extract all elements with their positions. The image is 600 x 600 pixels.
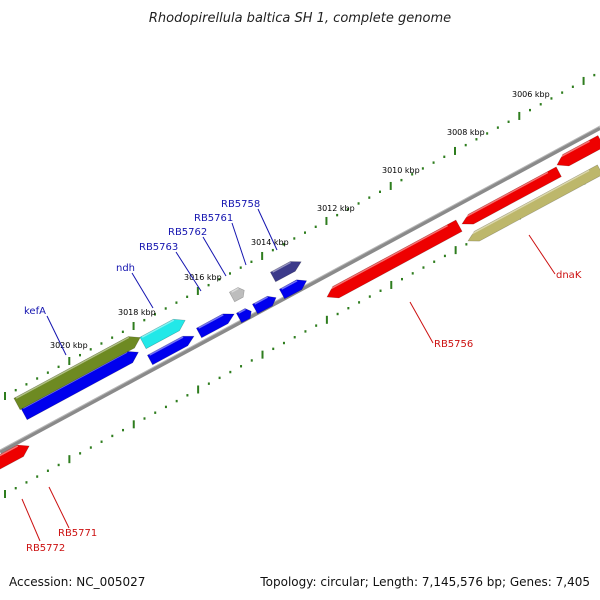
gene-label-ndh: ndh bbox=[116, 263, 135, 274]
gene-label-rb5772: RB5772 bbox=[26, 543, 65, 554]
ruler-label-3006: 3006 kbp bbox=[512, 90, 550, 99]
gene-feature-gray bbox=[228, 287, 245, 303]
ruler-label-3020: 3020 kbp bbox=[50, 341, 88, 350]
gene-feature-blue-2 bbox=[146, 335, 195, 366]
outer-ruler bbox=[4, 73, 596, 400]
ruler-labels: 3006 kbp 3008 kbp 3010 kbp 3012 kbp 3014… bbox=[50, 90, 550, 350]
ruler-label-3012: 3012 kbp bbox=[317, 204, 355, 213]
label-leaders bbox=[21, 208, 556, 542]
ruler-label-3008: 3008 kbp bbox=[447, 128, 485, 137]
gene-label-rb5761: RB5761 bbox=[194, 213, 233, 224]
gene-feature-blue-3 bbox=[195, 313, 235, 339]
gene-label-rb5762: RB5762 bbox=[168, 227, 207, 238]
topology-summary: Topology: circular; Length: 7,145,576 bp… bbox=[259, 575, 590, 589]
gene-labels: kefA ndh RB5763 RB5762 RB5761 RB5758 RB5… bbox=[24, 199, 582, 554]
ruler-label-3018: 3018 kbp bbox=[118, 308, 156, 317]
gene-feature-khaki bbox=[467, 164, 600, 242]
gene-feature-red-3 bbox=[555, 135, 600, 167]
gene-label-rb5763: RB5763 bbox=[139, 242, 178, 253]
gene-label-rb5758: RB5758 bbox=[221, 199, 260, 210]
ruler-label-3010: 3010 kbp bbox=[382, 166, 420, 175]
ruler-label-3014: 3014 kbp bbox=[251, 238, 289, 247]
gene-feature-blue-5 bbox=[251, 295, 277, 315]
gene-feature-red-4 bbox=[0, 444, 30, 470]
gene-feature-cyan bbox=[139, 318, 186, 350]
gene-feature-navy bbox=[269, 261, 302, 283]
gene-feature-red-1 bbox=[325, 219, 463, 299]
gene-feature-blue-6 bbox=[278, 279, 308, 300]
accession-text: Accession: NC_005027 bbox=[9, 575, 145, 589]
gene-feature-olive bbox=[13, 336, 141, 411]
gene-label-dnak: dnaK bbox=[556, 270, 582, 281]
gene-feature-red-2 bbox=[461, 166, 562, 225]
map-title: Rhodopirellula baltica SH 1, complete ge… bbox=[149, 11, 451, 26]
gene-label-kefa: kefA bbox=[24, 306, 46, 317]
gene-label-rb5756: RB5756 bbox=[434, 339, 473, 350]
gene-label-rb5771: RB5771 bbox=[58, 528, 97, 539]
ruler-label-3016: 3016 kbp bbox=[184, 273, 222, 282]
gene-feature-blue-4 bbox=[235, 308, 252, 324]
gene-features bbox=[0, 135, 600, 470]
